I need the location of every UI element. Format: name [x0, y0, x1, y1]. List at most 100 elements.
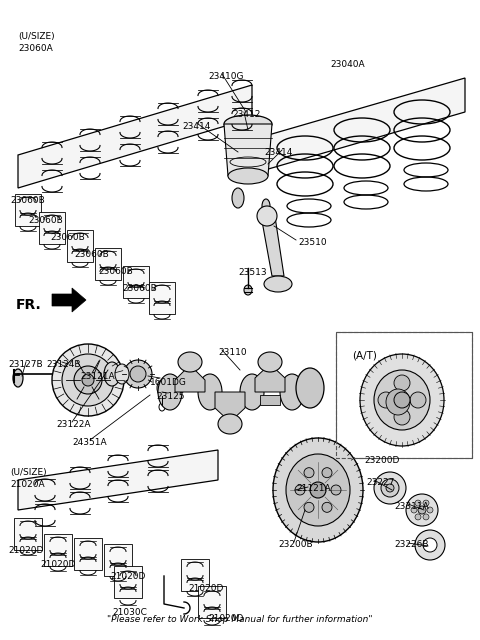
Ellipse shape [296, 368, 324, 408]
Bar [181, 559, 209, 591]
Ellipse shape [52, 344, 124, 416]
Polygon shape [18, 450, 218, 510]
Bar [336, 332, 472, 458]
Ellipse shape [374, 472, 406, 504]
Ellipse shape [322, 502, 332, 513]
Text: 23311A: 23311A [394, 502, 429, 511]
Ellipse shape [304, 468, 314, 477]
Bar [67, 230, 93, 262]
Ellipse shape [410, 392, 426, 408]
Text: 1601DG: 1601DG [150, 378, 187, 387]
Ellipse shape [178, 352, 202, 372]
Text: (U/SIZE): (U/SIZE) [10, 468, 47, 477]
Ellipse shape [124, 360, 152, 388]
Text: 23200D: 23200D [364, 456, 399, 465]
Ellipse shape [262, 199, 270, 213]
Polygon shape [255, 364, 285, 392]
Text: 21020D: 21020D [208, 614, 243, 623]
Ellipse shape [394, 392, 410, 408]
Text: 23410G: 23410G [208, 72, 243, 81]
Ellipse shape [427, 507, 433, 513]
Text: 23060B: 23060B [50, 233, 85, 242]
Ellipse shape [378, 392, 394, 408]
Bar [39, 212, 65, 244]
Text: 23513: 23513 [238, 268, 266, 277]
Ellipse shape [310, 482, 326, 498]
Ellipse shape [386, 389, 410, 415]
Ellipse shape [273, 438, 363, 542]
Text: 21121A: 21121A [296, 484, 331, 493]
Ellipse shape [415, 514, 421, 520]
Ellipse shape [423, 514, 429, 520]
Ellipse shape [322, 468, 332, 477]
Bar [123, 266, 149, 298]
Text: 23127B: 23127B [8, 360, 43, 369]
Ellipse shape [258, 352, 282, 372]
Text: 23200B: 23200B [278, 540, 312, 549]
Polygon shape [260, 210, 284, 276]
Bar [104, 544, 132, 576]
Ellipse shape [304, 502, 314, 513]
Ellipse shape [360, 354, 444, 446]
Ellipse shape [198, 374, 222, 410]
Ellipse shape [218, 414, 242, 434]
Text: 21020D: 21020D [40, 560, 75, 569]
Ellipse shape [158, 374, 182, 410]
Ellipse shape [244, 285, 252, 295]
Bar [114, 566, 142, 598]
Bar [95, 248, 121, 280]
Ellipse shape [295, 485, 305, 495]
Ellipse shape [157, 380, 167, 396]
Polygon shape [215, 392, 245, 422]
Text: 23414: 23414 [264, 148, 292, 157]
Text: 24351A: 24351A [72, 438, 107, 447]
Text: 21020D: 21020D [110, 572, 145, 581]
Text: 23060B: 23060B [98, 267, 133, 276]
Ellipse shape [411, 507, 417, 513]
Ellipse shape [224, 115, 272, 133]
Text: 23060B: 23060B [28, 216, 63, 225]
Bar [14, 518, 42, 550]
Ellipse shape [280, 374, 304, 410]
Polygon shape [52, 288, 86, 312]
Bar [44, 534, 72, 566]
Text: (A/T): (A/T) [352, 350, 377, 360]
Ellipse shape [415, 500, 421, 506]
Polygon shape [224, 124, 272, 176]
Ellipse shape [264, 276, 292, 292]
Bar [15, 194, 41, 226]
Text: 23040A: 23040A [330, 60, 365, 69]
Ellipse shape [286, 454, 350, 526]
Ellipse shape [104, 362, 120, 386]
Text: 23110: 23110 [218, 348, 247, 357]
Ellipse shape [130, 366, 146, 382]
Ellipse shape [418, 506, 426, 514]
Polygon shape [18, 85, 252, 188]
Ellipse shape [386, 484, 394, 492]
Polygon shape [175, 365, 205, 392]
Polygon shape [260, 395, 280, 405]
Ellipse shape [381, 479, 399, 497]
Ellipse shape [74, 366, 102, 394]
Text: 23122A: 23122A [56, 420, 91, 429]
Text: FR.: FR. [16, 298, 42, 312]
Polygon shape [258, 78, 465, 172]
Ellipse shape [406, 494, 438, 526]
Text: "Please refer to Work Shop Manual for further information": "Please refer to Work Shop Manual for fu… [107, 615, 373, 624]
Text: 23510: 23510 [298, 238, 326, 247]
Ellipse shape [240, 374, 264, 410]
Text: (U/SIZE): (U/SIZE) [18, 32, 55, 41]
Ellipse shape [115, 364, 129, 384]
Bar [74, 538, 102, 570]
Ellipse shape [232, 188, 244, 208]
Text: 23060A: 23060A [18, 44, 53, 53]
Text: 23060B: 23060B [122, 284, 157, 293]
Text: 21020A: 21020A [10, 480, 45, 489]
Ellipse shape [394, 375, 410, 391]
Ellipse shape [415, 530, 445, 560]
Ellipse shape [257, 206, 277, 226]
Bar [149, 282, 175, 314]
Text: 21020D: 21020D [188, 584, 223, 593]
Text: 23060B: 23060B [74, 250, 109, 259]
Ellipse shape [423, 538, 437, 552]
